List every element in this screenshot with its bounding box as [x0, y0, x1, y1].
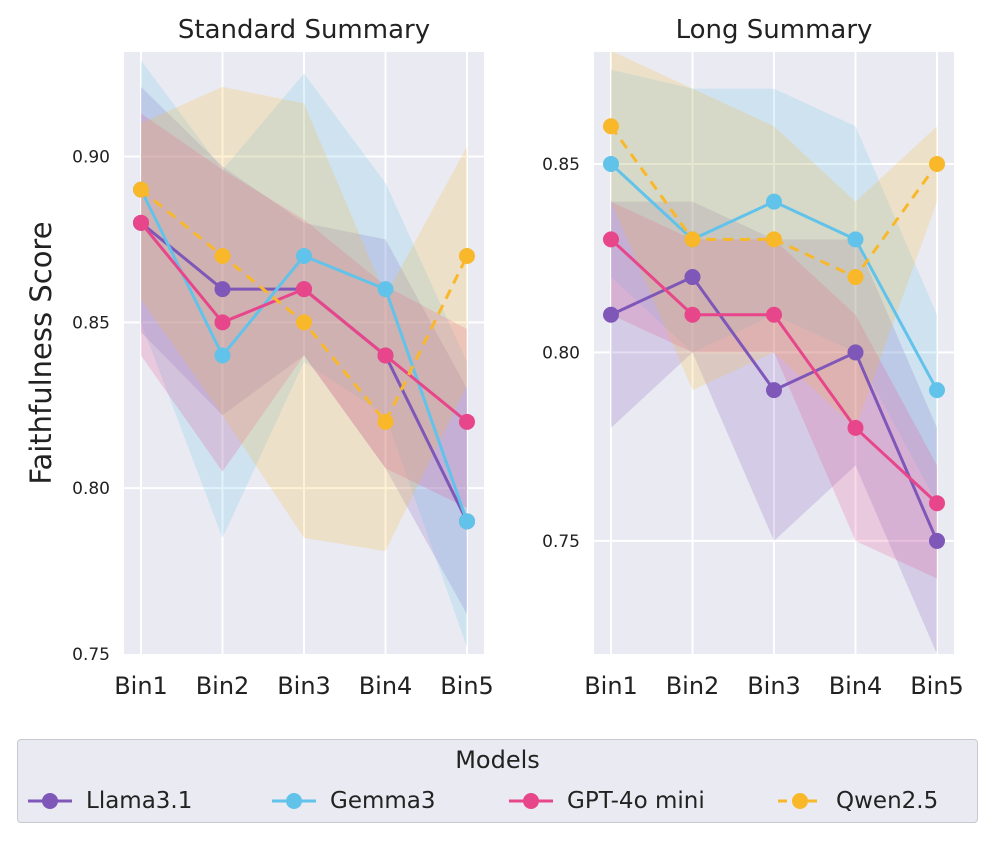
data-point	[603, 155, 619, 172]
data-point	[766, 193, 782, 210]
y-tick-label: 0.85	[542, 155, 580, 175]
legend-item-gpt4o-mini: GPT-4o mini	[507, 786, 705, 816]
legend-item-qwen: Qwen2.5	[776, 786, 938, 816]
data-point	[377, 413, 394, 430]
legend-marker-icon	[509, 793, 553, 809]
data-point	[459, 413, 475, 430]
legend-marker-icon	[272, 793, 316, 809]
y-tick-label: 0.80	[542, 343, 580, 363]
panel-title: Standard Summary	[178, 15, 430, 45]
x-tick-label: Bin1	[114, 672, 168, 700]
data-point	[133, 181, 149, 198]
series-line	[609, 125, 939, 279]
data-point	[929, 532, 945, 549]
chart-canvas: Faithfulness Score 0.75 0.80 0.85 0.90 Bin1 Bi…	[24, 15, 964, 700]
data-point	[766, 231, 782, 248]
legend-label: Gemma3	[330, 788, 436, 814]
legend-label: GPT-4o mini	[567, 788, 705, 814]
data-point	[459, 247, 475, 264]
x-tick-label: Bin5	[440, 672, 494, 700]
data-point	[929, 382, 945, 399]
legend-label: Llama3.1	[86, 788, 193, 814]
x-tick-label: Bin3	[277, 672, 331, 700]
legend-marker-icon	[778, 793, 822, 809]
x-tick-label: Bin1	[584, 672, 638, 700]
data-point	[847, 231, 864, 248]
data-point	[214, 247, 231, 264]
data-point	[214, 281, 231, 298]
y-tick-label: 0.85	[72, 313, 110, 333]
legend-marker-icon	[28, 793, 72, 809]
y-tick-label: 0.80	[72, 479, 110, 499]
data-point	[214, 314, 231, 331]
legend-item-llama: Llama3.1	[26, 786, 192, 816]
legend-item-gemma: Gemma3	[270, 786, 436, 816]
data-point	[766, 306, 782, 323]
data-point	[214, 347, 231, 364]
x-tick-label: Bin2	[666, 672, 720, 700]
confidence-band	[611, 69, 937, 504]
data-point	[296, 281, 312, 298]
legend-label: Qwen2.5	[836, 788, 939, 814]
confidence-band	[611, 201, 937, 579]
data-point	[847, 344, 864, 361]
data-point	[377, 347, 394, 364]
panel-title: Long Summary	[676, 15, 873, 45]
y-tick-label: 0.90	[72, 147, 110, 167]
x-tick-label: Bin3	[747, 672, 801, 700]
data-point	[684, 231, 701, 248]
x-tick-label: Bin4	[359, 672, 413, 700]
confidence-band	[141, 86, 467, 615]
data-point	[459, 513, 475, 530]
data-point	[847, 419, 864, 436]
data-point	[603, 231, 619, 248]
data-point	[847, 269, 864, 286]
x-tick-label: Bin4	[829, 672, 883, 700]
y-tick-label: 0.75	[542, 532, 580, 552]
data-point	[603, 118, 619, 135]
data-point	[133, 214, 149, 231]
y-axis-label: Faithfulness Score	[24, 221, 58, 484]
data-point	[684, 269, 701, 286]
legend: Models Llama3.1 Gemma3 GPT-4o mini Qwen2…	[17, 739, 978, 823]
data-point	[766, 382, 782, 399]
data-point	[684, 306, 701, 323]
x-tick-label: Bin2	[196, 672, 250, 700]
data-point	[929, 155, 945, 172]
x-tick-label: Bin5	[910, 672, 964, 700]
y-tick-label: 0.75	[72, 645, 110, 665]
data-point	[929, 495, 945, 512]
data-point	[603, 306, 619, 323]
confidence-band	[141, 60, 467, 648]
legend-title: Models	[455, 746, 540, 774]
data-point	[377, 281, 394, 298]
data-point	[296, 247, 312, 264]
confidence-band	[141, 113, 467, 509]
data-point	[296, 314, 312, 331]
